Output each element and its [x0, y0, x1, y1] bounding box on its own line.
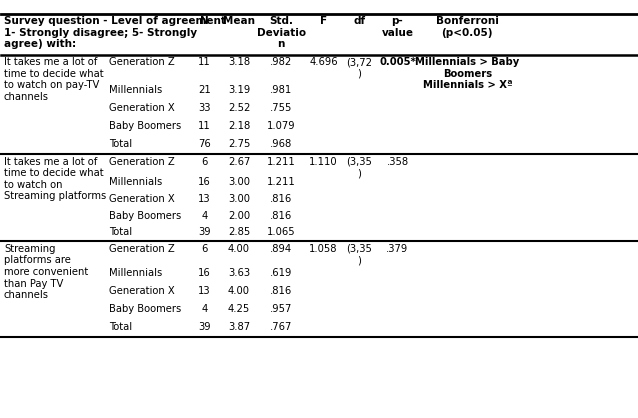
- Text: 1.110: 1.110: [309, 157, 338, 167]
- Text: 11: 11: [198, 57, 211, 67]
- Text: 2.75: 2.75: [228, 139, 250, 149]
- Text: Generation X: Generation X: [108, 103, 174, 113]
- Text: 3.87: 3.87: [228, 321, 250, 331]
- Text: 4: 4: [202, 303, 208, 314]
- Text: (3,35
): (3,35 ): [346, 157, 373, 178]
- Text: .379: .379: [387, 244, 408, 254]
- Text: Mean: Mean: [223, 16, 255, 26]
- Text: Millennials: Millennials: [108, 85, 162, 95]
- Text: It takes me a lot of
time to decide what
to watch on pay-TV
channels: It takes me a lot of time to decide what…: [4, 57, 103, 102]
- Text: 21: 21: [198, 85, 211, 95]
- Text: 2.67: 2.67: [228, 157, 250, 167]
- Text: 4.00: 4.00: [228, 286, 250, 296]
- Text: df: df: [353, 16, 366, 26]
- Text: (3,35
): (3,35 ): [346, 244, 373, 265]
- Text: Baby Boomers: Baby Boomers: [108, 121, 181, 131]
- Text: Generation Z: Generation Z: [108, 57, 174, 67]
- Text: 2.00: 2.00: [228, 211, 250, 221]
- Text: 4.00: 4.00: [228, 244, 250, 254]
- Text: 1.079: 1.079: [267, 121, 295, 131]
- Text: N: N: [200, 16, 209, 26]
- Text: Generation Z: Generation Z: [108, 244, 174, 254]
- Text: It takes me a lot of
time to decide what
to watch on
Streaming platforms: It takes me a lot of time to decide what…: [4, 157, 106, 201]
- Text: .957: .957: [270, 303, 292, 314]
- Text: .816: .816: [270, 286, 292, 296]
- Text: 2.85: 2.85: [228, 227, 250, 237]
- Text: Baby Boomers: Baby Boomers: [108, 211, 181, 221]
- Text: Survey question - Level of agreement
1- Strongly disagree; 5- Strongly
agree) wi: Survey question - Level of agreement 1- …: [4, 16, 226, 49]
- Text: Bonferroni
(p<0.05): Bonferroni (p<0.05): [436, 16, 499, 38]
- Text: 6: 6: [202, 244, 208, 254]
- Text: 39: 39: [198, 227, 211, 237]
- Text: 3.63: 3.63: [228, 268, 250, 278]
- Text: 1.058: 1.058: [309, 244, 338, 254]
- Text: Generation X: Generation X: [108, 286, 174, 296]
- Text: 3.00: 3.00: [228, 194, 250, 204]
- Text: 4.25: 4.25: [228, 303, 250, 314]
- Text: 3.19: 3.19: [228, 85, 250, 95]
- Text: p-
value: p- value: [382, 16, 413, 38]
- Text: Baby Boomers: Baby Boomers: [108, 303, 181, 314]
- Text: 16: 16: [198, 178, 211, 187]
- Text: .894: .894: [270, 244, 292, 254]
- Text: 13: 13: [198, 286, 211, 296]
- Text: 39: 39: [198, 321, 211, 331]
- Text: 16: 16: [198, 268, 211, 278]
- Text: Std.
Deviatio
n: Std. Deviatio n: [256, 16, 306, 49]
- Text: Total: Total: [108, 139, 132, 149]
- Text: .816: .816: [270, 211, 292, 221]
- Text: (3,72
): (3,72 ): [346, 57, 373, 79]
- Text: 2.52: 2.52: [228, 103, 250, 113]
- Text: 33: 33: [198, 103, 211, 113]
- Text: 4: 4: [202, 211, 208, 221]
- Text: Millennials > Baby
Boomers
Millennials > Xª: Millennials > Baby Boomers Millennials >…: [415, 57, 519, 90]
- Text: Generation X: Generation X: [108, 194, 174, 204]
- Text: 1.211: 1.211: [267, 178, 295, 187]
- Text: .982: .982: [270, 57, 292, 67]
- Text: Millennials: Millennials: [108, 268, 162, 278]
- Text: F: F: [320, 16, 327, 26]
- Text: 13: 13: [198, 194, 211, 204]
- Text: .755: .755: [270, 103, 292, 113]
- Text: 1.065: 1.065: [267, 227, 295, 237]
- Text: Streaming
platforms are
more convenient
than Pay TV
channels: Streaming platforms are more convenient …: [4, 244, 88, 300]
- Text: Millennials: Millennials: [108, 178, 162, 187]
- Text: 4.696: 4.696: [309, 57, 338, 67]
- Text: 76: 76: [198, 139, 211, 149]
- Text: 2.18: 2.18: [228, 121, 250, 131]
- Text: Total: Total: [108, 321, 132, 331]
- Text: .619: .619: [270, 268, 292, 278]
- Text: .816: .816: [270, 194, 292, 204]
- Text: .358: .358: [387, 157, 408, 167]
- Text: 3.18: 3.18: [228, 57, 250, 67]
- Text: 1.211: 1.211: [267, 157, 295, 167]
- Text: Generation Z: Generation Z: [108, 157, 174, 167]
- Text: 3.00: 3.00: [228, 178, 250, 187]
- Text: 0.005*: 0.005*: [379, 57, 416, 67]
- Text: .968: .968: [270, 139, 292, 149]
- Text: .981: .981: [270, 85, 292, 95]
- Text: 11: 11: [198, 121, 211, 131]
- Text: 6: 6: [202, 157, 208, 167]
- Text: .767: .767: [270, 321, 292, 331]
- Text: Total: Total: [108, 227, 132, 237]
